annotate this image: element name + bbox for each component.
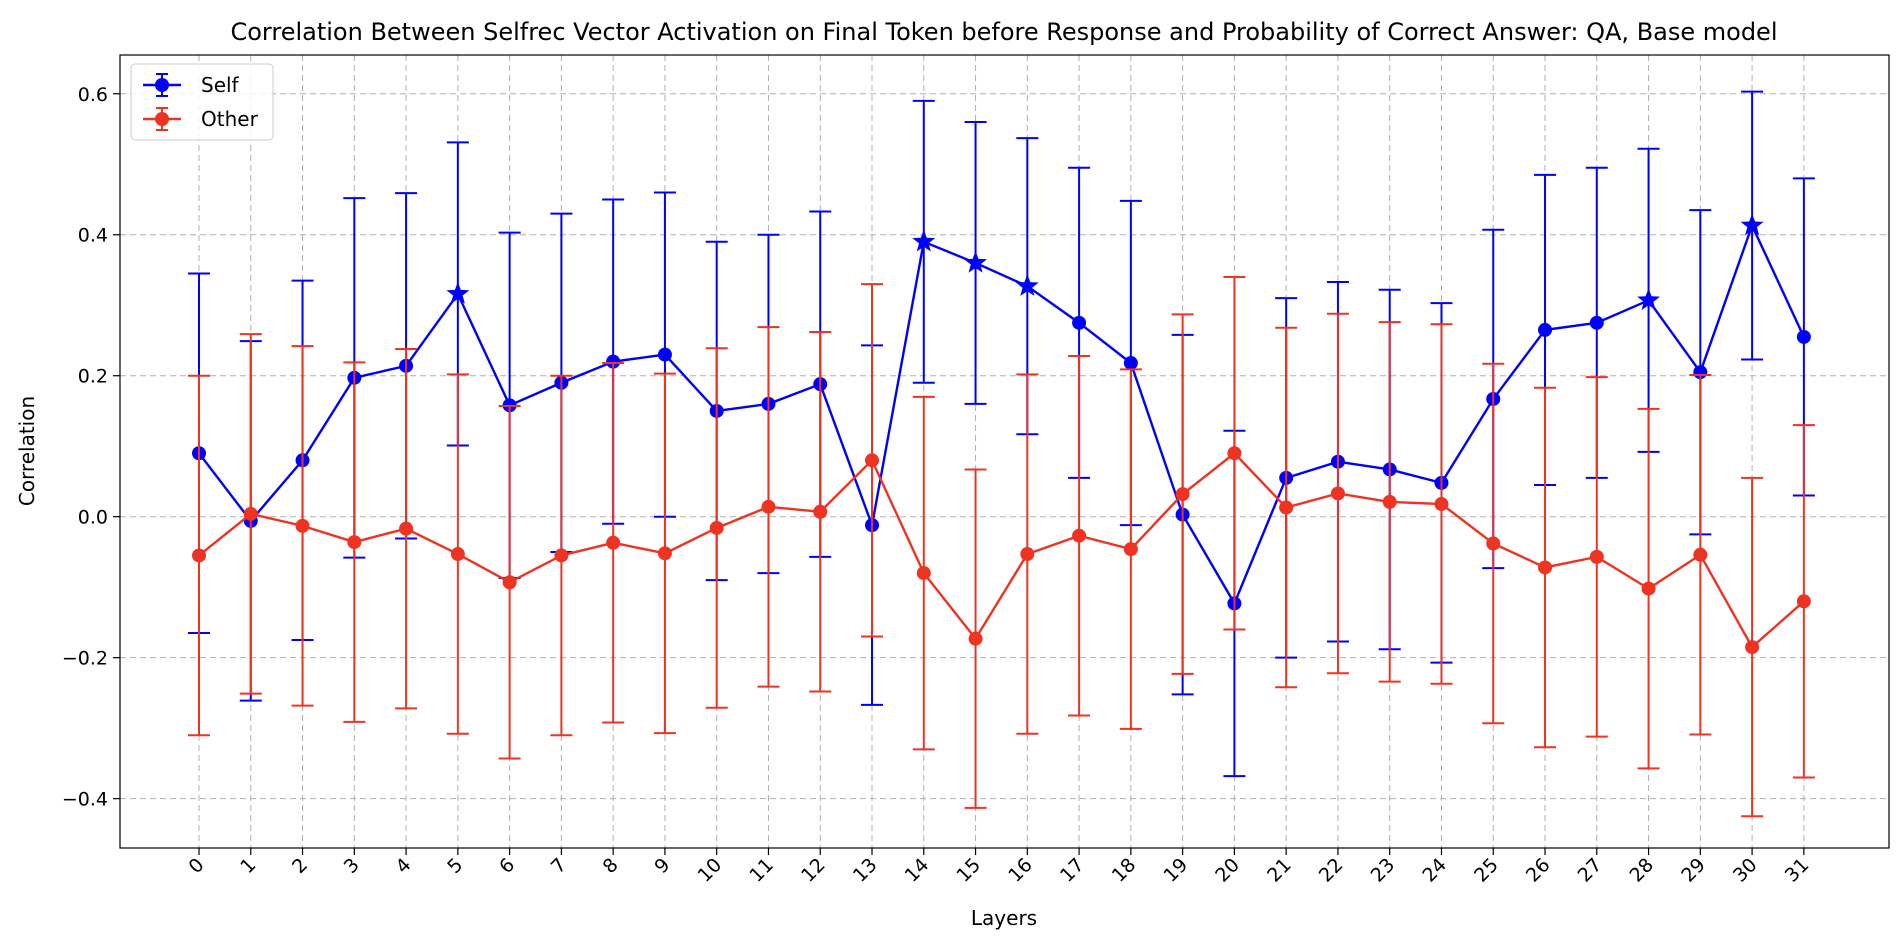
data-point <box>1279 500 1294 515</box>
series-other <box>188 276 1815 818</box>
data-point <box>1072 315 1087 330</box>
data-point <box>1020 547 1035 562</box>
data-point <box>399 521 414 536</box>
x-tick-label: 25 <box>1470 854 1503 887</box>
x-tick-label: 23 <box>1367 854 1400 887</box>
x-tick-label: 22 <box>1315 854 1348 887</box>
data-point <box>761 499 776 514</box>
data-point <box>1538 322 1553 337</box>
x-tick-label: 30 <box>1729 854 1762 887</box>
data-point <box>1637 288 1660 311</box>
series-layer <box>188 90 1815 818</box>
x-tick-label: 24 <box>1418 854 1451 887</box>
data-point <box>813 504 828 519</box>
y-tick-label: −0.4 <box>62 789 108 811</box>
data-point <box>243 506 258 521</box>
data-point <box>1072 528 1087 543</box>
x-tick-label: 9 <box>650 854 674 878</box>
x-tick-label: 19 <box>1160 854 1193 887</box>
x-tick-label: 16 <box>1004 854 1037 887</box>
legend: Self Other <box>130 63 274 141</box>
data-point <box>1227 446 1242 461</box>
y-tick-label: 0.2 <box>78 366 108 388</box>
legend-label: Other <box>201 107 259 131</box>
x-tick-label: 29 <box>1677 854 1710 887</box>
data-point <box>912 229 936 252</box>
x-tick-label: 26 <box>1522 854 1555 887</box>
y-tick-label: 0.0 <box>78 507 108 529</box>
y-axis-title: Correlation <box>15 396 39 506</box>
data-point <box>554 548 569 563</box>
data-point <box>1434 497 1449 512</box>
data-point <box>502 575 517 590</box>
x-tick-label: 12 <box>797 854 830 887</box>
data-point <box>446 281 470 304</box>
x-tick-label: 7 <box>547 854 571 878</box>
data-point <box>606 535 621 550</box>
data-point <box>1745 640 1760 655</box>
data-point <box>347 535 362 550</box>
data-point <box>1796 329 1811 344</box>
x-tick-label: 4 <box>392 854 416 878</box>
legend-marker <box>155 112 169 126</box>
series-line <box>198 222 1805 607</box>
data-point <box>968 631 983 646</box>
data-point <box>1175 487 1190 502</box>
data-point <box>1589 315 1604 330</box>
data-point <box>964 250 987 273</box>
data-point <box>1330 486 1345 501</box>
x-tick-label: 21 <box>1263 854 1296 887</box>
data-point <box>1589 549 1604 564</box>
data-point <box>1641 581 1656 596</box>
x-tick-label: 27 <box>1574 854 1607 887</box>
x-tick-label: 3 <box>340 854 364 878</box>
y-tick-label: 0.6 <box>78 84 108 106</box>
data-point <box>709 520 724 535</box>
data-point <box>192 548 206 563</box>
plot-frame <box>119 54 1890 849</box>
data-point <box>657 546 672 561</box>
series-self <box>188 90 1815 778</box>
x-tick-label: 31 <box>1781 854 1814 887</box>
x-tick-label: 0 <box>184 854 208 878</box>
chart-title: Correlation Between Selfrec Vector Activ… <box>230 18 1777 46</box>
x-tick-label: 11 <box>745 854 778 887</box>
data-point <box>916 566 931 581</box>
grid <box>120 55 1889 848</box>
data-point <box>295 518 310 533</box>
x-tick-label: 15 <box>952 854 985 887</box>
x-tick-label: 14 <box>901 854 934 887</box>
data-point <box>657 347 672 362</box>
data-point <box>1486 536 1501 551</box>
x-tick-label: 2 <box>288 854 312 878</box>
data-point <box>1693 547 1708 562</box>
data-point <box>1382 494 1397 509</box>
x-tick-label: 6 <box>495 854 519 878</box>
x-axis-title: Layers <box>971 906 1037 930</box>
data-point <box>606 354 621 369</box>
data-point <box>450 547 465 562</box>
series-line <box>198 451 1805 649</box>
x-tick-label: 8 <box>599 854 623 878</box>
data-point <box>1740 213 1764 236</box>
x-tick-label: 18 <box>1108 854 1141 887</box>
data-point <box>1796 594 1811 609</box>
y-tick-label: −0.2 <box>62 648 108 670</box>
x-tick-label: 13 <box>849 854 882 887</box>
data-point <box>1538 560 1553 575</box>
legend-label: Self <box>201 73 240 97</box>
data-point <box>1015 274 1039 296</box>
x-tick-label: 28 <box>1625 854 1658 887</box>
legend-marker <box>155 78 169 92</box>
x-tick-label: 20 <box>1211 854 1244 887</box>
data-point <box>865 453 880 468</box>
data-point <box>1123 542 1138 557</box>
y-tick-label: 0.4 <box>78 225 108 247</box>
data-point <box>1123 356 1138 371</box>
x-tick-label: 1 <box>236 854 260 878</box>
x-tick-label: 17 <box>1056 854 1089 887</box>
x-tick-label: 10 <box>694 854 727 887</box>
x-tick-label: 5 <box>443 854 467 878</box>
